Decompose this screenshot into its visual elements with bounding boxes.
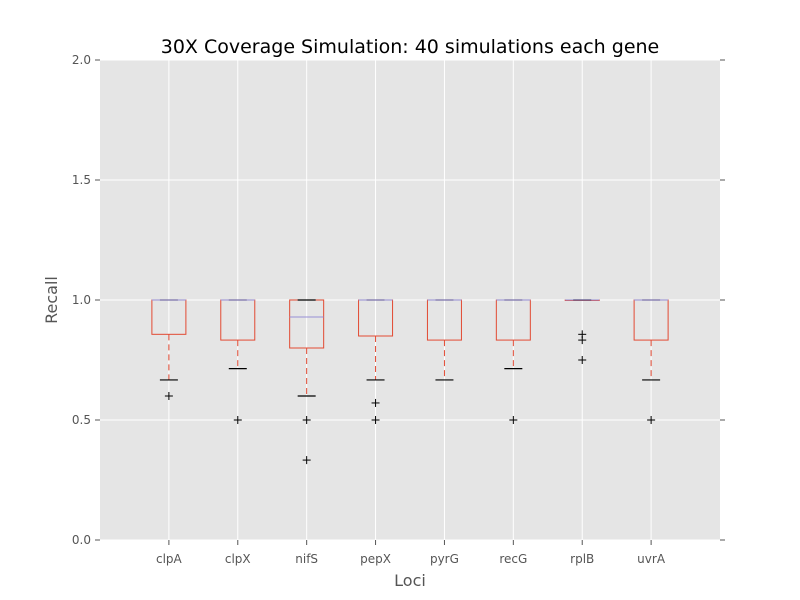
- flier-point: [371, 398, 380, 407]
- box-uvrA: [633, 299, 669, 424]
- flier-point: [233, 416, 242, 424]
- x-axis-label: Loci: [394, 571, 426, 590]
- x-tick-label: rplB: [570, 552, 594, 566]
- x-tick-label: recG: [499, 552, 527, 566]
- x-tick-label: clpX: [225, 552, 251, 566]
- box-rplB: [564, 299, 600, 364]
- flier-point: [164, 392, 173, 400]
- flier-point: [647, 416, 656, 424]
- x-tick-label: uvrA: [637, 552, 666, 566]
- flier-point: [509, 416, 518, 424]
- box-pyrG: [426, 299, 462, 381]
- x-axis-ticks: clpA clpX nifS pepX pyrG recG rplB uvrA: [156, 540, 666, 566]
- flier-point: [578, 336, 587, 345]
- x-tick-label: clpA: [156, 552, 183, 566]
- flier-point: [371, 416, 380, 424]
- flier-point: [578, 356, 587, 364]
- y-tick-label: 2.0: [72, 53, 91, 67]
- x-tick-label: pyrG: [430, 552, 459, 566]
- y-tick-label: 1.0: [72, 293, 91, 307]
- box-clpX: [220, 299, 256, 424]
- box-recG: [495, 299, 531, 424]
- box-pepX: [358, 299, 394, 424]
- flier-point: [302, 416, 311, 424]
- y-axis-ticks: 0.0 0.5 1.0 1.5 2.0: [72, 53, 725, 547]
- box-clpA: [151, 299, 187, 400]
- y-tick-label: 1.5: [72, 173, 91, 187]
- chart-title: 30X Coverage Simulation: 40 simulations …: [161, 36, 660, 58]
- x-tick-label: nifS: [295, 552, 318, 566]
- y-tick-label: 0.5: [72, 413, 91, 427]
- y-axis-label: Recall: [42, 276, 61, 324]
- box-nifS: [289, 299, 325, 465]
- boxes: [151, 299, 669, 465]
- flier-point: [302, 456, 311, 465]
- x-tick-label: pepX: [360, 552, 391, 566]
- y-tick-label: 0.0: [72, 533, 91, 547]
